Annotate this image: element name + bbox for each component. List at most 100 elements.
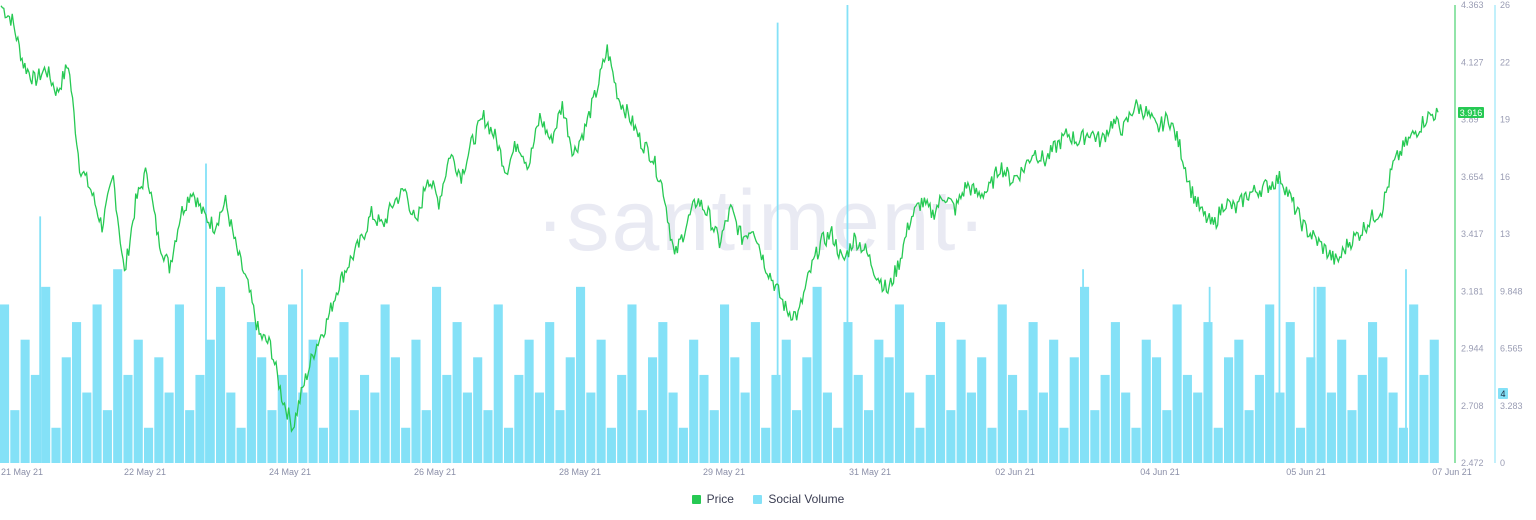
volume-bar (1100, 374, 1110, 463)
volume-bar (812, 286, 822, 463)
price-tick-label: 3.654 (1461, 172, 1484, 182)
volume-bar (370, 392, 380, 463)
x-axis-ticks: 21 May 21 22 May 21 24 May 21 26 May 21 28 M… (1, 467, 1472, 477)
volume-bar (144, 427, 154, 463)
volume-bar (1182, 374, 1192, 463)
volume-bar (1398, 427, 1408, 463)
volume-bar (627, 304, 637, 463)
volume-bar (1193, 392, 1203, 463)
volume-spike (1405, 269, 1407, 463)
x-tick-label: 31 May 21 (849, 467, 891, 477)
volume-bar (730, 357, 740, 463)
volume-bar (1296, 427, 1306, 463)
volume-bar (1172, 304, 1182, 463)
volume-bar (1285, 322, 1295, 463)
volume-bar (30, 374, 40, 463)
volume-bar (966, 392, 976, 463)
volume-bar (678, 427, 688, 463)
volume-bar (1347, 410, 1357, 463)
volume-bar (822, 392, 832, 463)
volume-bar (1141, 339, 1151, 463)
volume-bar (606, 427, 616, 463)
price-tick-label: 2.472 (1461, 458, 1484, 468)
volume-bar (1069, 357, 1079, 463)
volume-bar (267, 410, 277, 463)
volume-bar (1059, 427, 1069, 463)
x-tick-label: 22 May 21 (124, 467, 166, 477)
volume-bar (246, 322, 256, 463)
social-volume-bars (0, 269, 1439, 463)
volume-bar (617, 374, 627, 463)
price-tick-label: 4.127 (1461, 57, 1484, 67)
volume-bar (586, 392, 596, 463)
legend: Price Social Volume (0, 492, 1536, 507)
volume-bar (1224, 357, 1234, 463)
volume-bar (1306, 357, 1316, 463)
volume-bar (925, 374, 935, 463)
volume-bar (545, 322, 555, 463)
volume-bar (956, 339, 966, 463)
volume-spike (301, 269, 303, 463)
volume-bar (329, 357, 339, 463)
price-tick-label: 3.89 (1461, 115, 1479, 125)
volume-bar (236, 427, 246, 463)
volume-bar (1409, 304, 1419, 463)
volume-bar (802, 357, 812, 463)
volume-bar (61, 357, 71, 463)
price-tick-label: 2.708 (1461, 401, 1484, 411)
volume-bar (750, 322, 760, 463)
volume-bar (1244, 410, 1254, 463)
volume-bar (288, 304, 298, 463)
volume-bar (884, 357, 894, 463)
volume-bar (154, 357, 164, 463)
volume-bar (360, 374, 370, 463)
volume-bar (1049, 339, 1059, 463)
volume-bar (205, 339, 215, 463)
volume-tick-label: 16 (1500, 172, 1510, 182)
volume-bar (761, 427, 771, 463)
volume-tick-label: 6.565 (1500, 344, 1523, 354)
volume-bar (226, 392, 236, 463)
price-line (0, 5, 1439, 433)
price-tick-label: 3.417 (1461, 229, 1484, 239)
legend-item-price[interactable]: Price (691, 492, 734, 506)
volume-bar (257, 357, 267, 463)
volume-bar (452, 322, 462, 463)
volume-bar (411, 339, 421, 463)
volume-bar (1254, 374, 1264, 463)
volume-spike (39, 216, 42, 463)
volume-bar (781, 339, 791, 463)
volume-bar (709, 410, 719, 463)
x-tick-label: 21 May 21 (1, 467, 43, 477)
volume-bar (977, 357, 987, 463)
x-tick-label: 24 May 21 (269, 467, 311, 477)
volume-bar (1110, 322, 1120, 463)
volume-bar (1028, 322, 1038, 463)
legend-swatch-social-volume (753, 494, 763, 504)
volume-bar (216, 286, 226, 463)
x-tick-label: 29 May 21 (703, 467, 745, 477)
volume-bar (442, 374, 452, 463)
price-tick-label: 3.181 (1461, 286, 1484, 296)
volume-spike (846, 5, 849, 463)
volume-bar (668, 392, 678, 463)
volume-bar (1080, 286, 1090, 463)
volume-bar (905, 392, 915, 463)
volume-bar (102, 410, 112, 463)
volume-spike (1278, 181, 1281, 463)
legend-item-social-volume[interactable]: Social Volume (753, 492, 844, 506)
volume-bar (123, 374, 133, 463)
volume-bar (164, 392, 174, 463)
volume-bar (997, 304, 1007, 463)
volume-tick-label: 13 (1500, 229, 1510, 239)
volume-bar (82, 392, 92, 463)
volume-bar (20, 339, 30, 463)
watermark: ·santiment· (536, 173, 988, 269)
volume-spike (1082, 269, 1084, 463)
volume-bar (0, 304, 10, 463)
price-volume-chart: ·santiment· 4.363 4.127 3.89 3.654 3.417 3.18… (0, 0, 1523, 477)
current-volume-value: 4 (1500, 389, 1505, 399)
volume-bar (493, 304, 503, 463)
volume-spike (205, 163, 207, 464)
volume-bar (637, 410, 647, 463)
